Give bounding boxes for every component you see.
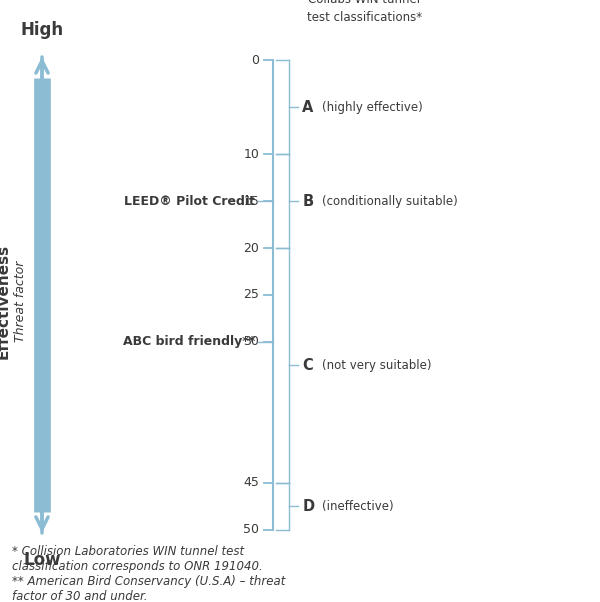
Text: Low: Low [23, 551, 61, 569]
Text: 45: 45 [244, 476, 259, 489]
Text: A: A [302, 100, 314, 114]
Text: D: D [302, 499, 314, 514]
Text: factor of 30 and under.: factor of 30 and under. [12, 590, 148, 602]
Text: 0: 0 [251, 54, 259, 67]
Text: 15: 15 [244, 194, 259, 208]
Text: (ineffective): (ineffective) [322, 500, 393, 513]
Text: High: High [20, 21, 64, 39]
Text: Collabs WIN tunnel
test classifications*: Collabs WIN tunnel test classifications* [307, 0, 422, 24]
Text: * Collision Laboratories WIN tunnel test: * Collision Laboratories WIN tunnel test [12, 545, 244, 558]
Text: ABC bird friendly**: ABC bird friendly** [123, 335, 255, 349]
Text: Threat factor: Threat factor [14, 260, 28, 342]
Text: (not very suitable): (not very suitable) [322, 359, 431, 372]
Text: 30: 30 [244, 335, 259, 349]
Text: ** American Bird Conservancy (U.S.A) – threat: ** American Bird Conservancy (U.S.A) – t… [12, 575, 286, 588]
Text: 50: 50 [243, 523, 259, 536]
Text: LEED® Pilot Credit: LEED® Pilot Credit [124, 194, 255, 208]
Text: classification corresponds to ONR 191040.: classification corresponds to ONR 191040… [12, 560, 263, 573]
Text: (conditionally suitable): (conditionally suitable) [322, 194, 457, 208]
Text: 25: 25 [244, 288, 259, 302]
Text: C: C [302, 358, 313, 373]
Text: B: B [302, 194, 314, 208]
Text: Effectiveness: Effectiveness [0, 243, 11, 359]
Text: (highly effective): (highly effective) [322, 101, 422, 114]
Text: 20: 20 [244, 241, 259, 255]
Text: 10: 10 [244, 147, 259, 161]
